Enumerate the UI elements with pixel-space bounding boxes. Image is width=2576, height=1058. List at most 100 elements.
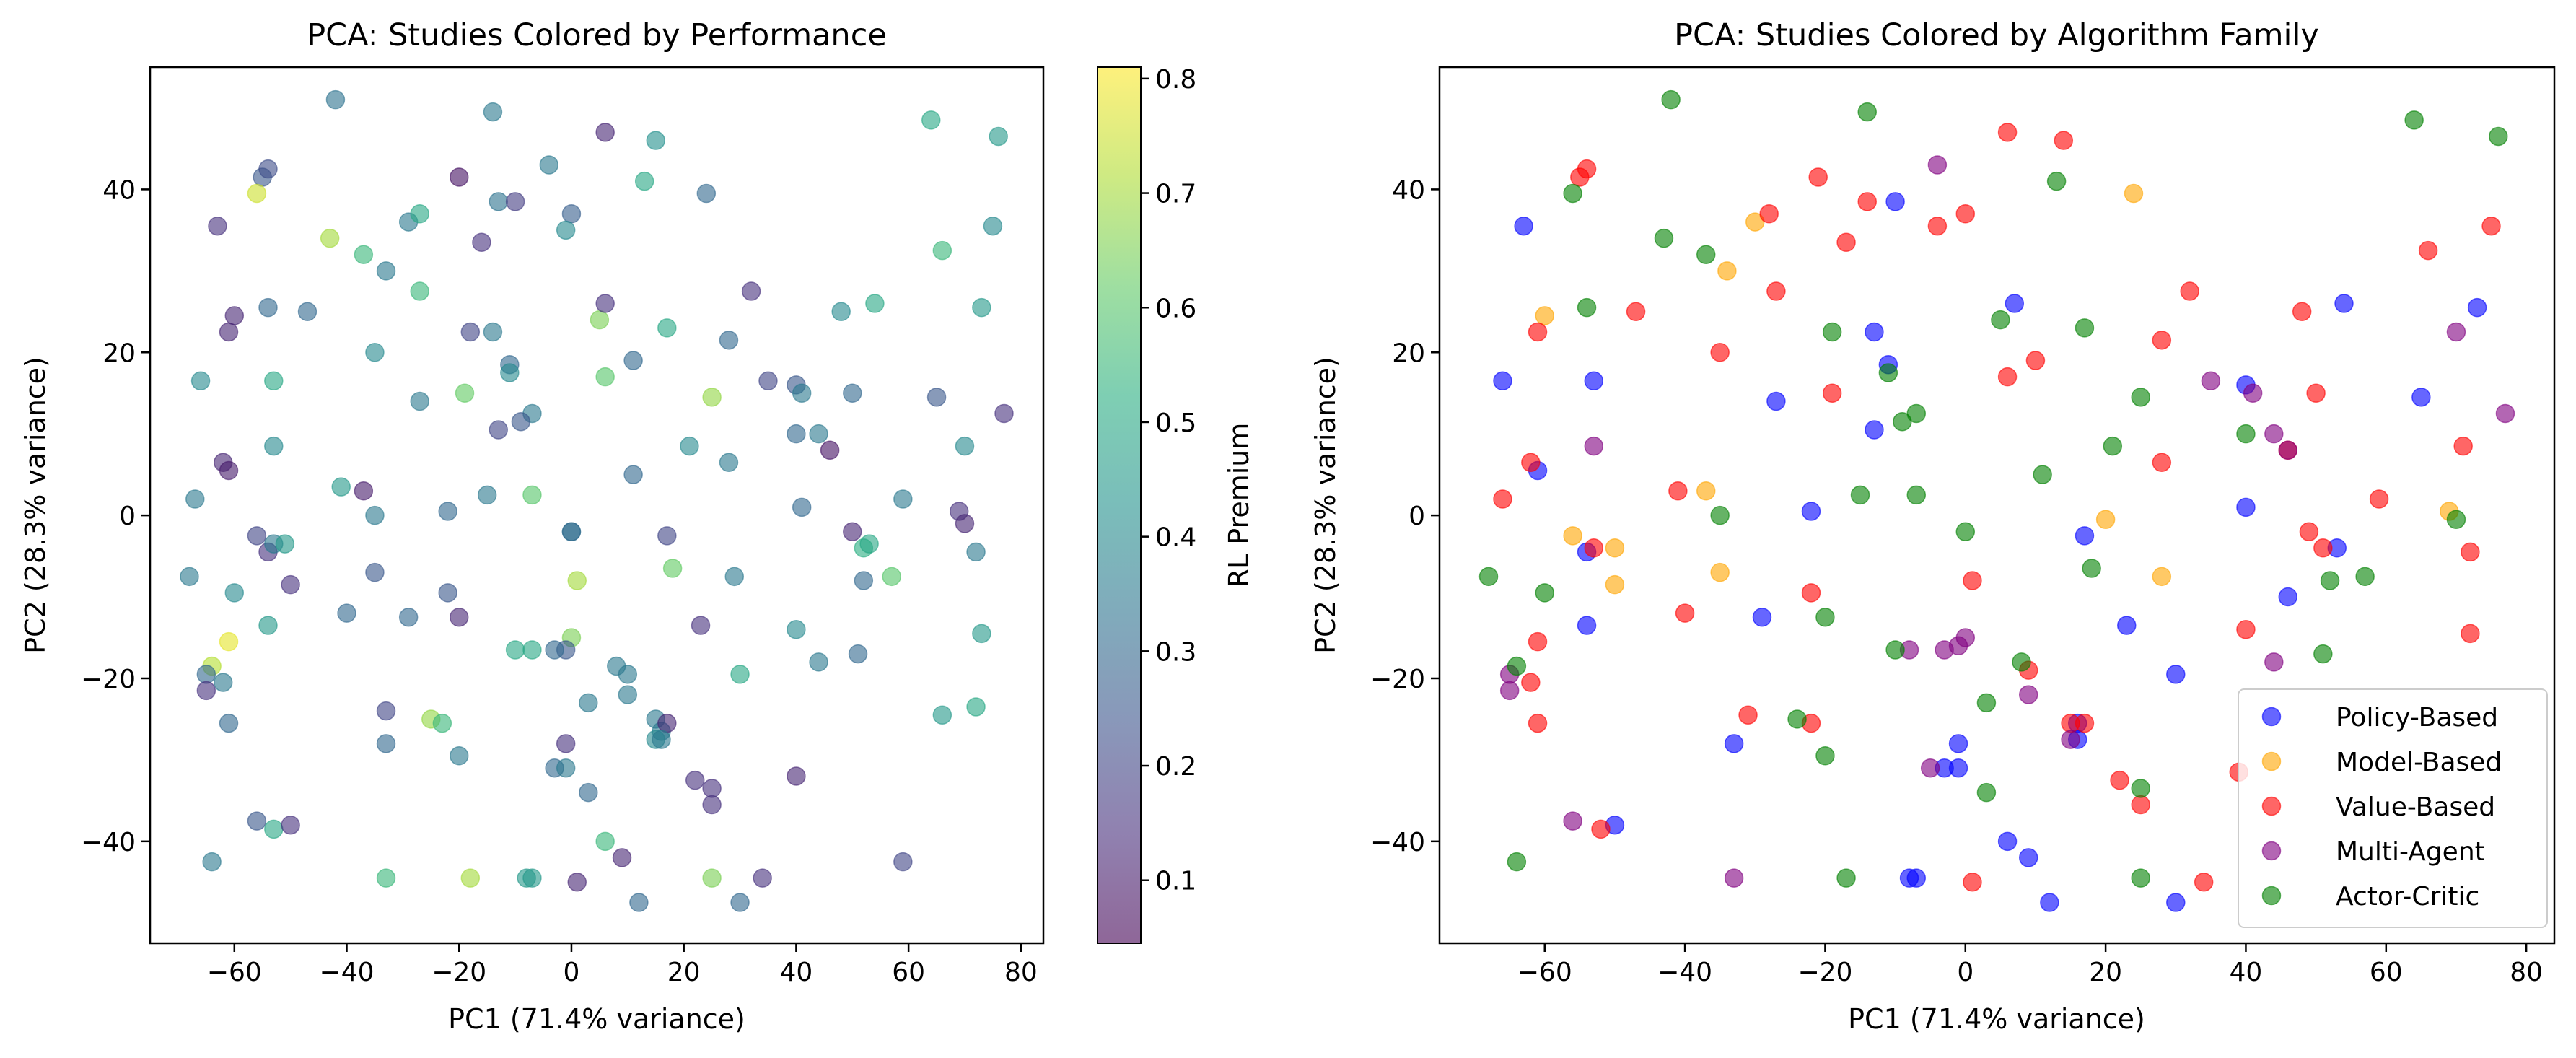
data-point xyxy=(410,281,429,301)
data-point xyxy=(264,371,284,391)
x-tick-label: 60 xyxy=(2370,958,2403,987)
data-point xyxy=(2453,436,2473,456)
colorbar-ticks: 0.1 0.2 0.3 0.4 0.5 0.6 0.7 0.8 xyxy=(1141,65,1196,896)
data-point xyxy=(1710,343,1730,362)
data-point xyxy=(365,562,385,582)
data-point xyxy=(1857,102,1877,122)
data-point xyxy=(1745,212,1765,232)
data-point xyxy=(595,123,615,142)
data-point xyxy=(2278,587,2298,607)
x-axis-label: PC1 (71.4% variance) xyxy=(448,1003,745,1035)
data-point xyxy=(281,816,300,835)
data-point xyxy=(629,893,649,912)
data-point xyxy=(2054,131,2074,150)
data-point xyxy=(449,167,469,187)
data-point xyxy=(2075,526,2095,546)
data-point xyxy=(1955,628,1976,647)
x-tick-label: −40 xyxy=(1657,958,1712,987)
data-point xyxy=(1955,522,1976,541)
data-point xyxy=(972,624,991,644)
data-point xyxy=(662,559,683,578)
legend-marker xyxy=(2261,707,2282,727)
data-point xyxy=(1963,873,1982,892)
x-tick-label: 40 xyxy=(780,958,813,987)
data-point xyxy=(1927,155,1948,175)
x-tick-label: 20 xyxy=(2089,958,2122,987)
data-point xyxy=(2082,559,2101,578)
data-point xyxy=(1514,216,1533,236)
data-point xyxy=(1675,603,1695,623)
data-point xyxy=(2018,685,2038,704)
series-policy-based xyxy=(1493,192,2487,912)
y-tick-label: 40 xyxy=(1392,175,1425,205)
data-point xyxy=(1591,819,1611,839)
data-point xyxy=(202,852,222,872)
data-point xyxy=(702,388,722,407)
data-point xyxy=(376,261,396,281)
data-point xyxy=(1499,681,1520,701)
colorbar-tick-label: 0.1 xyxy=(1155,867,1196,896)
data-point xyxy=(955,436,975,456)
data-point xyxy=(1584,436,1604,456)
data-point xyxy=(893,852,913,872)
data-point xyxy=(854,571,874,590)
data-point xyxy=(258,159,278,179)
data-point xyxy=(1906,868,1927,888)
data-point xyxy=(1668,481,1688,501)
data-point xyxy=(579,782,598,803)
data-point xyxy=(2033,465,2052,484)
data-point xyxy=(1605,538,1625,558)
legend-label: Policy-Based xyxy=(2336,703,2498,733)
data-point xyxy=(1493,489,1512,509)
x-tick-label: 80 xyxy=(2510,958,2543,987)
data-point xyxy=(2152,453,2172,472)
axis-ticks: −60 −40 −20 0 20 40 60 80 −40 −20 0 20 40 xyxy=(81,175,1038,987)
y-tick-label: −40 xyxy=(81,828,136,857)
chart-title: PCA: Studies Colored by Performance xyxy=(307,17,887,53)
data-point xyxy=(2166,665,2186,684)
data-point xyxy=(646,131,666,150)
colorbar-tick-label: 0.2 xyxy=(1155,752,1196,782)
y-tick-label: −20 xyxy=(81,665,136,694)
data-point xyxy=(460,322,481,342)
data-point xyxy=(460,868,481,888)
data-point xyxy=(1605,574,1625,595)
data-point xyxy=(1927,216,1948,236)
data-point xyxy=(972,297,991,318)
data-point xyxy=(2461,624,2480,644)
x-tick-label: 40 xyxy=(2230,958,2263,987)
series-actor-critic xyxy=(1478,89,2508,888)
data-point xyxy=(820,440,840,460)
data-point xyxy=(730,665,750,684)
data-point xyxy=(865,294,885,313)
data-point xyxy=(2411,388,2431,407)
data-point xyxy=(1738,705,1758,725)
data-point xyxy=(2095,510,2116,530)
data-point xyxy=(1717,261,1737,281)
data-point xyxy=(1521,673,1541,692)
data-point xyxy=(224,583,245,603)
y-tick-label: −40 xyxy=(1370,828,1425,857)
data-point xyxy=(652,730,671,749)
data-point xyxy=(2299,522,2319,541)
data-point xyxy=(2124,183,2144,204)
data-point xyxy=(1822,322,1842,342)
data-point xyxy=(843,383,862,403)
data-point xyxy=(787,424,806,444)
data-point xyxy=(1696,481,1716,501)
data-point xyxy=(1836,868,1856,888)
data-point xyxy=(410,391,429,411)
data-point xyxy=(1808,167,1828,187)
data-point xyxy=(247,811,267,831)
data-point xyxy=(1801,583,1821,603)
data-point xyxy=(1997,367,2018,387)
data-point xyxy=(1906,485,1927,505)
y-axis-label: PC2 (28.3% variance) xyxy=(19,357,51,654)
data-point xyxy=(1801,502,1821,521)
data-point xyxy=(1577,616,1597,635)
data-point xyxy=(2369,489,2389,509)
data-point xyxy=(567,571,587,590)
data-point xyxy=(2243,383,2263,403)
data-point xyxy=(522,640,542,660)
data-point xyxy=(331,477,351,497)
